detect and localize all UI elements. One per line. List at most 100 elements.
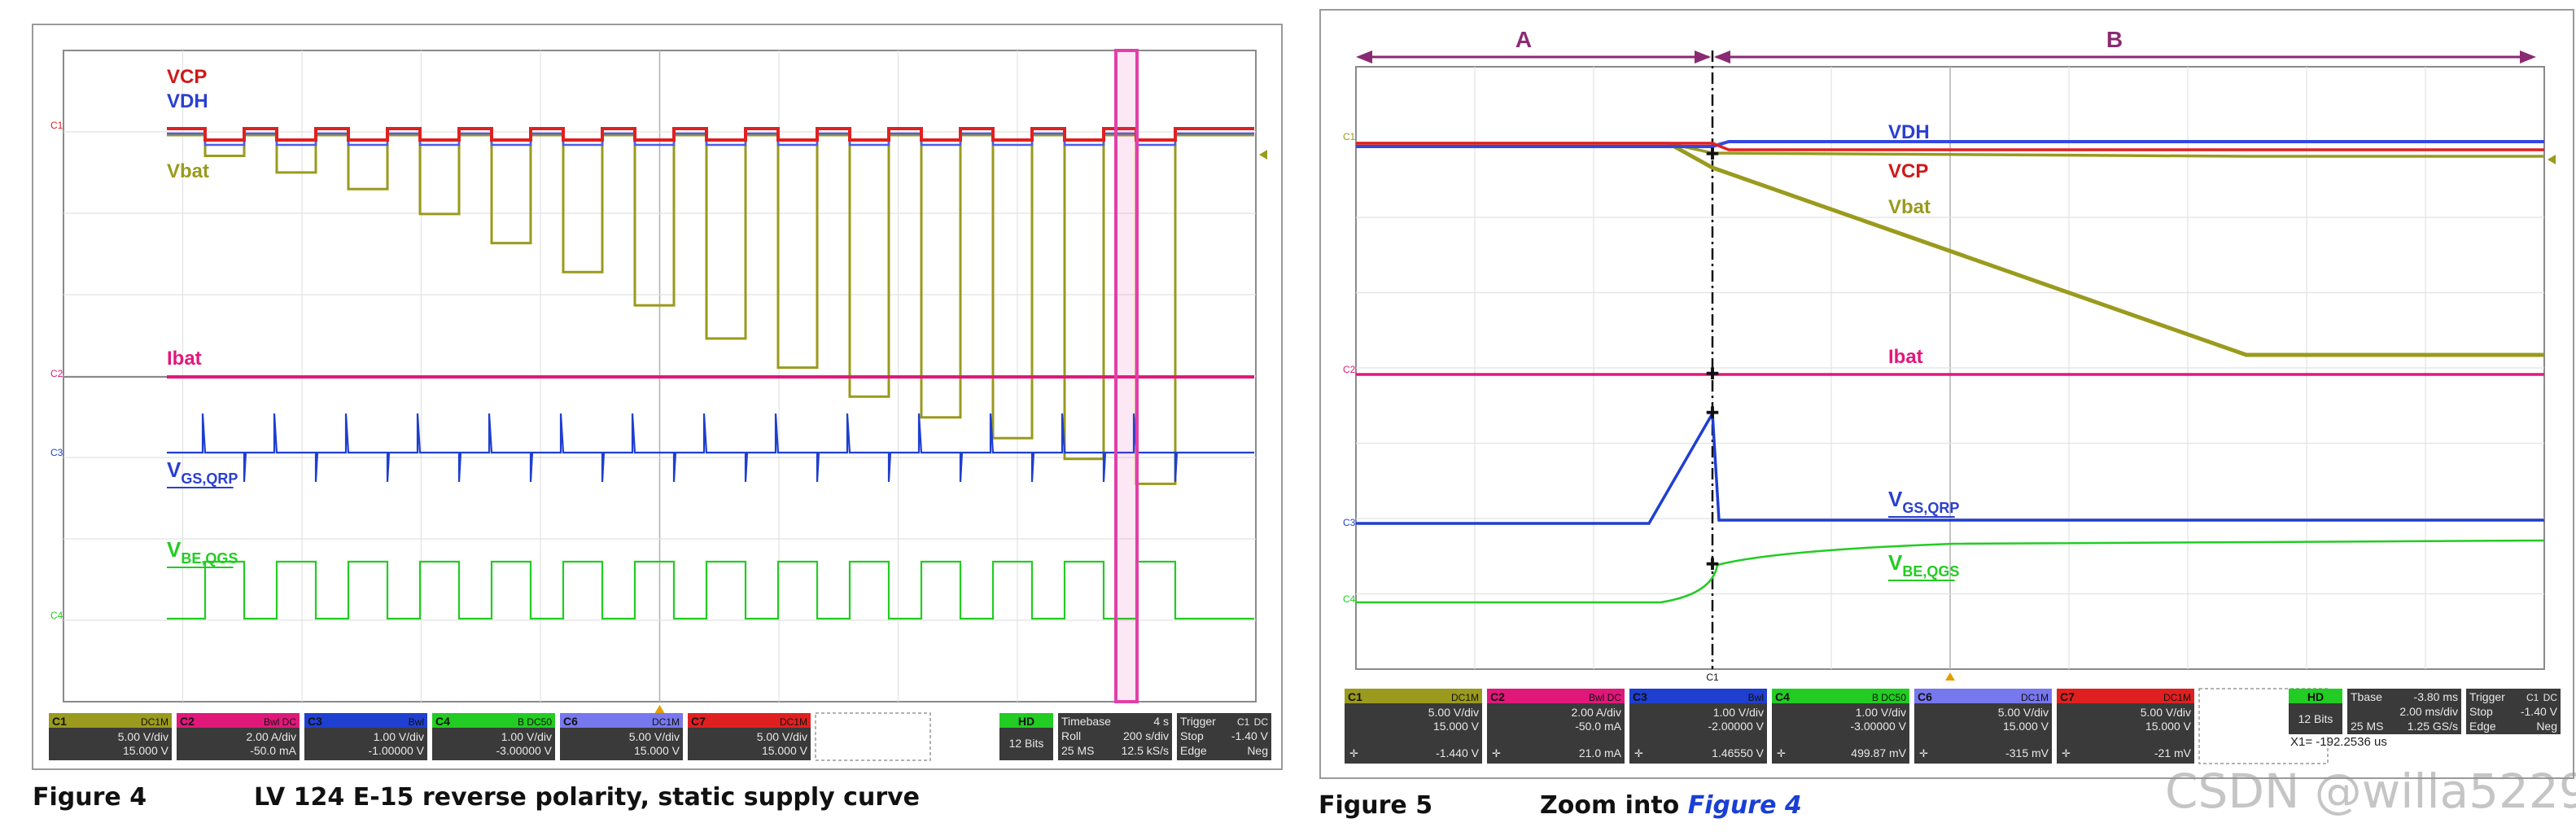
fig5-cursor-cross-icon: ✚ — [1706, 146, 1720, 164]
fig5-channel-marker: C1 — [1343, 131, 1356, 142]
fig4-label-vdh: VDH — [167, 90, 208, 112]
fig4-label-vbe-qgs: VBE,QGS — [167, 537, 238, 567]
fig5-chan-coupling: DC1M — [2021, 692, 2049, 703]
fig4-highlight-box — [1114, 49, 1139, 703]
fig5-chan-measure: -1.440 V — [1436, 746, 1480, 759]
fig4-trigger-marker — [654, 705, 665, 713]
fig4-chan-name: C6 — [563, 715, 578, 728]
fig5-trace-vbat — [1667, 141, 2544, 357]
fig4-hd-header — [999, 713, 1053, 728]
fig4-chan-header — [432, 713, 555, 728]
fig4-chan-coupling: DC1M — [652, 716, 680, 728]
fig5-trigger-mode: Stop — [2469, 705, 2493, 718]
fig5-chan-name: C3 — [1633, 690, 1647, 703]
fig5-chan-header — [1487, 689, 1625, 703]
fig5-cursor-cross-icon: ✚ — [1706, 556, 1720, 574]
fig5-chan-header — [1772, 689, 1909, 703]
fig5-chan-header — [1345, 689, 1482, 703]
fig5-trigger-type: Edge — [2469, 720, 2496, 733]
fig5-label-vdh: VDH — [1888, 121, 1930, 143]
fig4-hd-bits: 12 Bits — [1009, 737, 1044, 750]
fig4-chan-coupling: DC1M — [780, 716, 807, 728]
fig4-chan-offset: 15.000 V — [762, 744, 808, 757]
fig5-timebase-label: Tbase — [2351, 690, 2382, 703]
fig5-trigger-label: Trigger — [2469, 690, 2505, 703]
fig5-timebase-box — [2347, 689, 2461, 734]
figure4-caption: LV 124 E-15 reverse polarity, static sup… — [254, 783, 921, 812]
fig5-region-a-arrow-right — [1695, 50, 1711, 63]
fig5-chan-vdiv: 5.00 V/div — [1998, 706, 2049, 719]
fig5-label-vcp: VCP — [1888, 160, 1928, 182]
fig5-channel-marker: C2 — [1343, 364, 1356, 375]
fig4-channel-marker: C2 — [50, 368, 63, 379]
fig5-region-b-label: B — [2106, 27, 2123, 52]
fig4-trigger-label: Trigger — [1180, 715, 1216, 728]
fig4-trigger-mode: Stop — [1180, 729, 1204, 742]
fig5-cursor-cross-icon: ✚ — [1706, 405, 1720, 422]
fig4-chan-vdiv: 1.00 V/div — [501, 730, 552, 743]
fig4-chan-coupling: DC1M — [141, 716, 168, 728]
fig5-chan-coupling: DC1M — [1451, 692, 1479, 703]
fig4-trigger-coupling: DC — [1254, 716, 1269, 728]
fig4-trigger-type: Edge — [1180, 744, 1207, 757]
fig5-trigger-level: -1.40 V — [2521, 705, 2558, 718]
fig4-trigger-level: -1.40 V — [1231, 729, 1269, 742]
fig4-trace-vgs-qrp — [167, 413, 1254, 483]
fig5-channel-marker: C3 — [1343, 517, 1356, 528]
fig5-trigger-marker — [1945, 672, 1955, 681]
fig4-chan-vdiv: 5.00 V/div — [118, 730, 168, 743]
fig4-trigger-slope: Neg — [1247, 744, 1268, 757]
fig5-chan-name: C6 — [1918, 690, 1932, 703]
fig5-region-a-label: A — [1515, 27, 1532, 52]
fig5-label-vbe-qgs: VBE,QGS — [1888, 550, 1959, 580]
fig5-cursor-icon: ✛ — [2062, 747, 2071, 759]
fig5-hd-header — [2289, 689, 2342, 703]
fig5-label-vbat: Vbat — [1888, 196, 1931, 218]
fig4-timebase-rate-label: Roll — [1061, 729, 1081, 742]
fig4-chan-coupling: B DC50 — [518, 716, 552, 728]
fig4-label-vbat: Vbat — [167, 160, 209, 182]
fig5-chan-offset: 15.000 V — [2145, 720, 2192, 733]
figure5-label: Figure 5 — [1319, 791, 1433, 820]
fig4-channel-marker: C3 — [50, 447, 63, 458]
fig5-chan-vdiv: 2.00 A/div — [1572, 706, 1622, 719]
fig5-chan-offset: -50.0 mA — [1575, 720, 1621, 733]
fig5-chan-vdiv: 5.00 V/div — [2141, 706, 2191, 719]
fig4-chan-header — [560, 713, 683, 728]
fig4-label-vgs-qrp: VGS,QRP — [167, 457, 238, 487]
fig4-chan-vdiv: 5.00 V/div — [757, 730, 807, 743]
fig4-chan-offset: -3.00000 V — [496, 744, 553, 757]
fig5-chan-measure: 499.87 mV — [1851, 746, 1906, 759]
fig4-chan-vdiv: 1.00 V/div — [374, 730, 424, 743]
fig5-chan-measure: -21 mV — [2154, 746, 2192, 759]
fig4-trigger-box — [1177, 713, 1271, 760]
fig4-timebase-rate: 200 s/div — [1123, 729, 1169, 742]
fig5-cursor-cross-icon: ✚ — [1706, 365, 1720, 383]
fig4-chan-header — [304, 713, 427, 728]
fig5-chan-measure: 21.0 mA — [1579, 746, 1622, 759]
fig5-trigger-box — [2466, 689, 2561, 734]
fig5-chan-measure: 1.46550 V — [1712, 746, 1764, 759]
fig5-chan-name: C1 — [1348, 690, 1362, 703]
fig4-trace-vbat — [167, 133, 1254, 485]
fig5-region-b-arrow-left — [1714, 50, 1730, 63]
figure5-caption-link[interactable]: Figure 4 — [1687, 791, 1802, 820]
fig5-chan-name: C2 — [1490, 690, 1505, 703]
fig4-chan-name: C7 — [691, 715, 706, 728]
fig4-chan-header — [688, 713, 811, 728]
fig4-trace-vcp — [167, 127, 1254, 142]
fig4-label-vcp: VCP — [167, 66, 207, 88]
fig5-cursor-icon: ✛ — [1634, 747, 1643, 759]
fig5-channel-marker: C4 — [1343, 593, 1356, 605]
fig4-timebase-srate: 12.5 kS/s — [1122, 744, 1169, 757]
fig4-timebase-box — [1058, 713, 1172, 760]
fig5-cursor-readout: X1= -192.2536 us — [2290, 735, 2387, 749]
fig5-chan-coupling: B DC50 — [1872, 692, 1906, 703]
fig5-label-vgs-qrp: VGS,QRP — [1888, 487, 1959, 516]
fig4-empty-slot — [815, 712, 931, 761]
fig4-channel-marker: C4 — [50, 610, 63, 621]
fig5-cursor-icon: ✛ — [1919, 747, 1928, 759]
fig5-chan-vdiv: 5.00 V/div — [1428, 706, 1479, 719]
fig4-chan-vdiv: 5.00 V/div — [629, 730, 680, 743]
